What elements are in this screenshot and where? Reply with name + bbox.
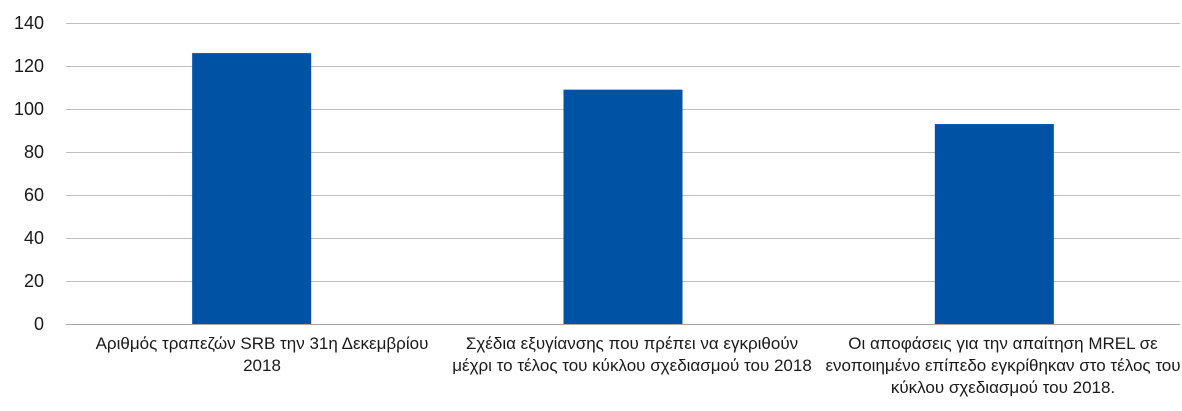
y-tick-label: 60 [24, 185, 44, 205]
y-tick-label: 80 [24, 142, 44, 162]
x-category-label: Αριθμός τραπεζών SRB την 31η Δεκεμβρίου … [95, 334, 429, 375]
x-category-label: Σχέδια εξυγίανσης που πρέπει να εγκριθού… [452, 334, 812, 375]
y-tick-label: 120 [14, 56, 44, 76]
y-tick-label: 20 [24, 271, 44, 291]
y-tick-label: 40 [24, 228, 44, 248]
bar [563, 89, 683, 325]
y-tick-label: 0 [34, 314, 44, 334]
y-tick-label: 140 [14, 13, 44, 33]
bar [192, 53, 312, 324]
bar [934, 124, 1054, 324]
bars [192, 53, 1054, 325]
y-tick-label: 100 [14, 99, 44, 119]
x-category-label: Οι αποφάσεις για την απαίτηση MREL σε εν… [825, 334, 1181, 397]
y-tick-labels: 0 20 40 60 80 100 120 140 [14, 13, 44, 334]
